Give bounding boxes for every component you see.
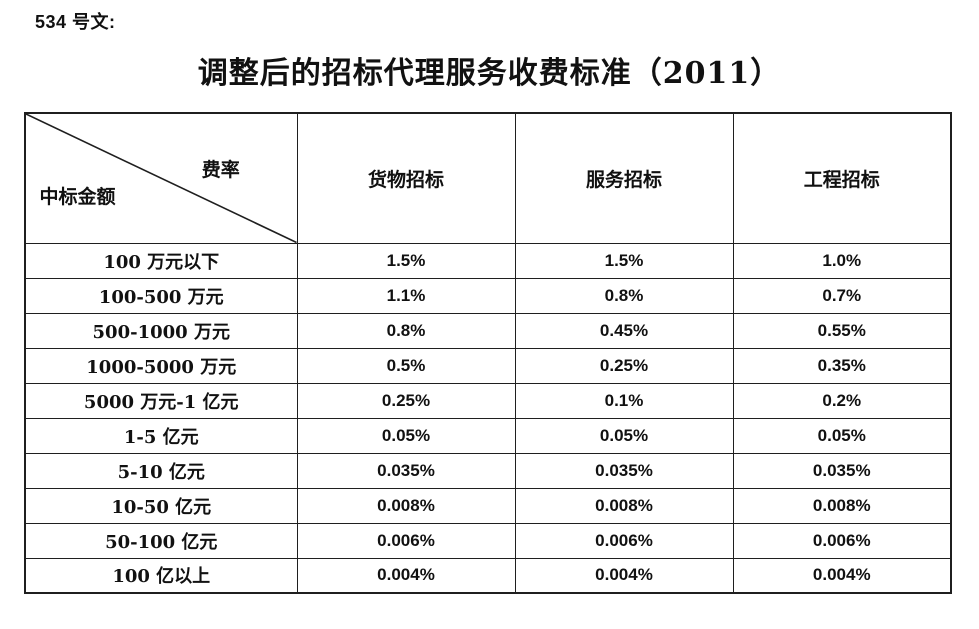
rate-cell: 0.006%: [296, 522, 516, 559]
rate-cell: 1.1%: [296, 277, 516, 314]
rate-cell: 0.006%: [514, 522, 734, 559]
rate-cell: 1.5%: [296, 242, 516, 279]
corner-label-rate: 费率: [201, 159, 240, 182]
column-header-goods: 货物招标: [296, 112, 516, 244]
corner-header-cell: 费率 中标金额: [24, 112, 298, 244]
corner-label-bid-amount: 中标金额: [39, 186, 116, 209]
table-row: 5-10 亿元 0.035% 0.035% 0.035%: [24, 452, 952, 489]
row-label: 100-500 万元: [24, 277, 298, 314]
table-row: 1-5 亿元 0.05% 0.05% 0.05%: [24, 417, 952, 454]
rate-cell: 0.1%: [514, 382, 734, 419]
table-row: 5000 万元-1 亿元 0.25% 0.1% 0.2%: [24, 382, 952, 419]
rate-cell: 0.008%: [296, 487, 516, 524]
row-label: 100 亿以上: [24, 557, 298, 594]
rate-cell: 1.5%: [514, 242, 734, 279]
table-row: 100 万元以下 1.5% 1.5% 1.0%: [24, 242, 952, 279]
rate-cell: 0.035%: [732, 452, 952, 489]
page-title: 调整后的招标代理服务收费标准（2011）: [197, 56, 782, 91]
row-label: 5-10 亿元: [24, 452, 298, 489]
doc-number-label: 534 号文:: [35, 12, 116, 32]
row-label: 1-5 亿元: [24, 417, 298, 454]
row-label: 5000 万元-1 亿元: [24, 382, 298, 419]
row-label: 50-100 亿元: [24, 522, 298, 559]
row-label: 10-50 亿元: [24, 487, 298, 524]
table-row: 1000-5000 万元 0.5% 0.25% 0.35%: [24, 347, 952, 384]
row-label: 500-1000 万元: [24, 312, 298, 349]
table-row: 100-500 万元 1.1% 0.8% 0.7%: [24, 277, 952, 314]
rate-cell: 0.7%: [732, 277, 952, 314]
rate-cell: 0.5%: [296, 347, 516, 384]
rate-cell: 0.2%: [732, 382, 952, 419]
rate-cell: 0.55%: [732, 312, 952, 349]
rate-cell: 0.035%: [296, 452, 516, 489]
table-row: 50-100 亿元 0.006% 0.006% 0.006%: [24, 522, 952, 559]
rate-cell: 1.0%: [732, 242, 952, 279]
rate-cell: 0.25%: [296, 382, 516, 419]
row-label: 1000-5000 万元: [24, 347, 298, 384]
rate-cell: 0.25%: [514, 347, 734, 384]
column-header-services: 服务招标: [514, 112, 734, 244]
row-label: 100 万元以下: [24, 242, 298, 279]
table-row: 10-50 亿元 0.008% 0.008% 0.008%: [24, 487, 952, 524]
rate-cell: 0.006%: [732, 522, 952, 559]
rate-cell: 0.45%: [514, 312, 734, 349]
table-row: 500-1000 万元 0.8% 0.45% 0.55%: [24, 312, 952, 349]
rate-cell: 0.05%: [296, 417, 516, 454]
rate-cell: 0.004%: [732, 557, 952, 594]
rate-cell: 0.004%: [296, 557, 516, 594]
fee-rate-table: 费率 中标金额 货物招标 服务招标 工程招标 100 万元以下 1.5% 1.5…: [24, 112, 952, 594]
table-row: 100 亿以上 0.004% 0.004% 0.004%: [24, 557, 952, 594]
rate-cell: 0.8%: [514, 277, 734, 314]
rate-cell: 0.8%: [296, 312, 516, 349]
rate-cell: 0.05%: [514, 417, 734, 454]
rate-cell: 0.35%: [732, 347, 952, 384]
rate-cell: 0.035%: [514, 452, 734, 489]
diagonal-divider-line: [26, 114, 297, 243]
rate-cell: 0.008%: [514, 487, 734, 524]
rate-cell: 0.008%: [732, 487, 952, 524]
rate-cell: 0.05%: [732, 417, 952, 454]
table-header-row: 费率 中标金额 货物招标 服务招标 工程招标: [24, 112, 952, 244]
column-header-engineering: 工程招标: [732, 112, 952, 244]
rate-cell: 0.004%: [514, 557, 734, 594]
